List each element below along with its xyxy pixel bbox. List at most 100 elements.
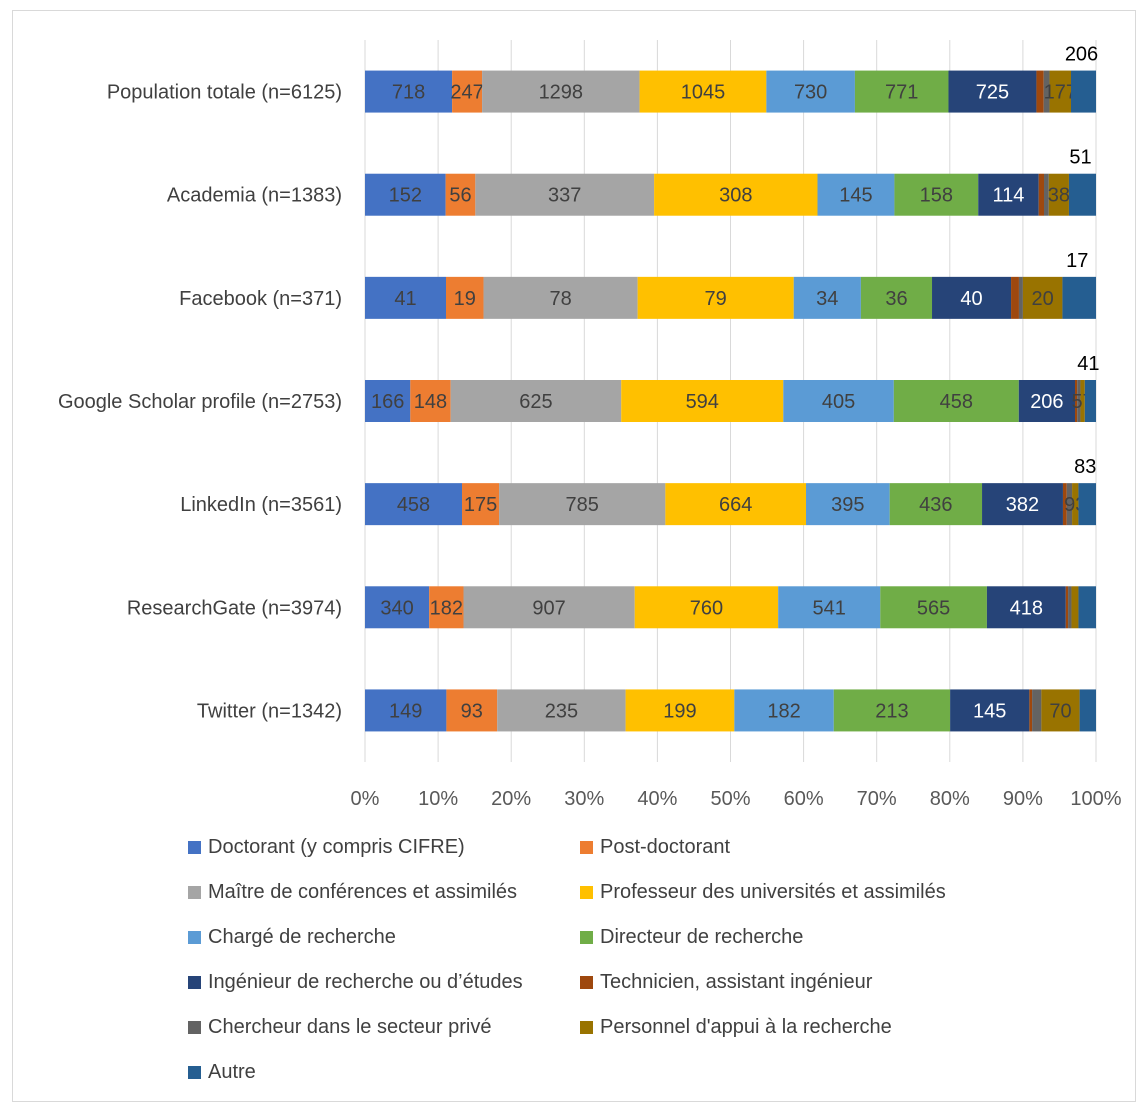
bar-segment (365, 70, 453, 113)
bar-segment (1041, 689, 1080, 732)
legend-swatch (580, 976, 593, 989)
x-tick-label: 30% (564, 788, 604, 810)
data-label: 718 (392, 82, 425, 104)
data-label: 206 (1065, 44, 1098, 66)
bar-segment (483, 276, 638, 319)
data-label: 182 (767, 700, 800, 722)
data-label: 664 (719, 494, 752, 516)
data-label: 20 (1032, 288, 1054, 310)
legend-swatch (580, 931, 593, 944)
bar-segment (1071, 586, 1079, 629)
data-label: 541 (813, 597, 846, 619)
bar-segment (833, 689, 951, 732)
bar-segment (365, 586, 430, 629)
bar-segment (806, 483, 890, 526)
bar-segment (793, 276, 861, 319)
data-label: 38 (1048, 185, 1070, 207)
bar-segment (1078, 483, 1096, 526)
legend-swatch (580, 886, 593, 899)
data-label: 41 (394, 288, 416, 310)
bar-segment (894, 173, 979, 216)
bar-segment (621, 380, 784, 422)
legend-item: Maître de conférences et assimilés (188, 881, 517, 904)
bar-segment (445, 173, 476, 216)
bar-segment (365, 173, 446, 216)
data-label: 36 (885, 288, 907, 310)
bar-segment (1036, 70, 1044, 113)
bar-segment (450, 380, 622, 422)
data-label: 83 (1074, 456, 1096, 478)
bar-segment (860, 276, 933, 319)
legend-label: Chargé de recherche (208, 926, 396, 948)
data-label: 152 (389, 185, 422, 207)
data-label: 70 (1049, 700, 1071, 722)
legend-label: Ingénieur de recherche ou d’études (208, 971, 523, 993)
data-label: 247 (450, 82, 483, 104)
bar-segment (634, 586, 779, 629)
category-label: Twitter (n=1342) (197, 700, 342, 722)
data-label: 907 (532, 597, 565, 619)
data-label: 730 (794, 82, 827, 104)
data-label: 395 (831, 494, 864, 516)
x-tick-label: 40% (637, 788, 677, 810)
legend-label: Doctorant (y compris CIFRE) (208, 836, 465, 858)
data-label: 17 (1066, 250, 1088, 272)
bar-segment (462, 483, 500, 526)
data-label: 235 (545, 700, 578, 722)
legend-item: Personnel d'appui à la recherche (580, 1016, 892, 1039)
legend-item: Chercheur dans le secteur privé (188, 1016, 491, 1039)
data-label: 760 (690, 597, 723, 619)
bar-segment (1072, 483, 1079, 526)
bar-segment (365, 483, 463, 526)
data-label: 158 (920, 185, 953, 207)
x-tick-label: 80% (930, 788, 970, 810)
data-label: 340 (380, 597, 413, 619)
data-label: 771 (885, 82, 918, 104)
x-tick-label: 50% (710, 788, 750, 810)
data-label: 149 (389, 700, 422, 722)
legend-item: Technicien, assistant ingénieur (580, 971, 872, 994)
legend-label: Professeur des universités et assimilés (600, 881, 946, 903)
bar-segment (932, 276, 1012, 319)
bar-segment (446, 276, 484, 319)
bar-segment (639, 70, 767, 113)
bar-segment (365, 380, 411, 422)
bar-segment (1062, 483, 1067, 526)
bar-segment (410, 380, 451, 422)
data-label: 40 (960, 288, 982, 310)
bar-segment (1049, 70, 1072, 113)
category-label: LinkedIn (n=3561) (180, 494, 342, 516)
data-label: 725 (976, 82, 1009, 104)
legend-item: Post-doctorant (580, 836, 730, 859)
data-label: 565 (917, 597, 950, 619)
bar-segment (817, 173, 895, 216)
data-label: 51 (1069, 147, 1091, 169)
bar-segment (986, 586, 1066, 629)
bar-segment (1011, 276, 1019, 319)
x-tick-label: 0% (351, 788, 380, 810)
x-tick-label: 10% (418, 788, 458, 810)
bar-segment (446, 689, 498, 732)
bar-segment (625, 689, 735, 732)
bar-segment (499, 483, 666, 526)
bar-segment (766, 70, 855, 113)
bar-segment (948, 70, 1037, 113)
legend-swatch (188, 1021, 201, 1034)
bar-segment (950, 689, 1030, 732)
bar-segment (665, 483, 807, 526)
data-label: 93 (461, 700, 483, 722)
bar-segment (475, 173, 655, 216)
data-label: 78 (549, 288, 571, 310)
bar-segment (1043, 70, 1050, 113)
legend-label: Chercheur dans le secteur privé (208, 1016, 492, 1038)
data-label: 175 (464, 494, 497, 516)
bar-segment (429, 586, 464, 629)
bar-segment (778, 586, 881, 629)
bar-segment (978, 173, 1039, 216)
legend-item: Directeur de recherche (580, 926, 803, 949)
bar-segment (893, 380, 1019, 422)
bar-segment (1048, 173, 1069, 216)
data-label: 458 (397, 494, 430, 516)
bar-segment (1077, 380, 1081, 422)
bar-segment (1018, 276, 1023, 319)
